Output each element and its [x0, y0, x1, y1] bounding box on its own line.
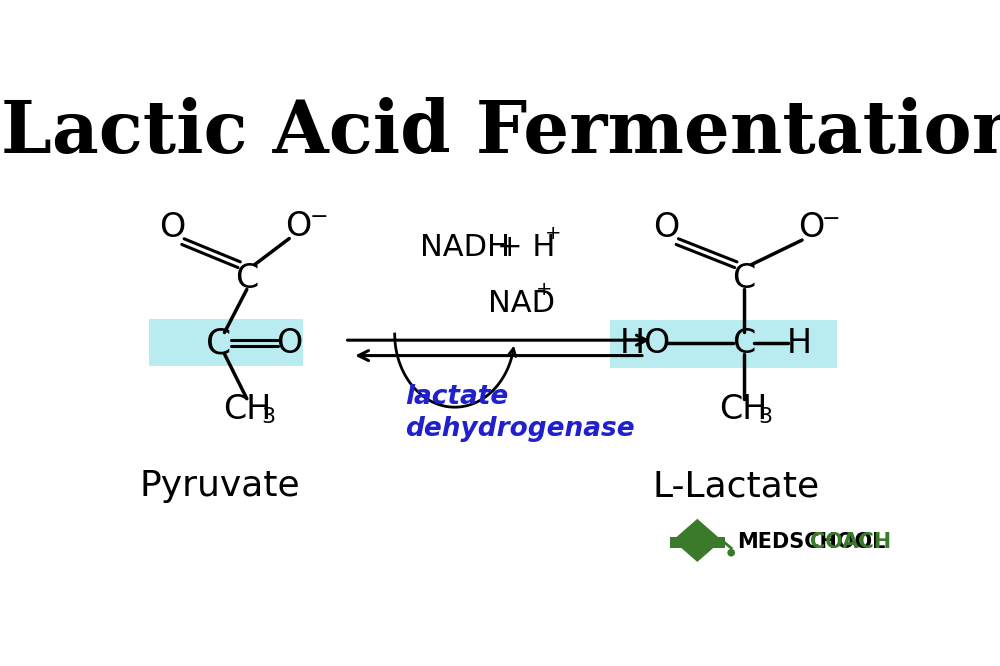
Text: NAD: NAD: [488, 289, 555, 318]
Text: CH: CH: [223, 393, 271, 426]
Text: + H: + H: [497, 233, 555, 262]
Polygon shape: [673, 519, 722, 562]
Bar: [670, 537, 725, 548]
Bar: [610, 320, 837, 368]
Text: MEDSCHOOL: MEDSCHOOL: [737, 532, 886, 552]
Text: O: O: [285, 210, 312, 242]
Text: O: O: [276, 327, 302, 360]
Text: −: −: [309, 207, 328, 227]
Text: C: C: [235, 262, 258, 295]
Text: 3: 3: [261, 407, 275, 427]
Text: C: C: [732, 262, 755, 295]
Text: COACH: COACH: [810, 532, 892, 552]
Text: C: C: [732, 327, 755, 360]
Text: O: O: [159, 211, 185, 244]
Text: Pyruvate: Pyruvate: [140, 470, 300, 503]
Bar: [149, 318, 303, 366]
Text: 3: 3: [758, 407, 772, 427]
Text: C: C: [206, 326, 231, 360]
Text: lactate
dehydrogenase: lactate dehydrogenase: [405, 384, 634, 442]
Text: H: H: [786, 327, 811, 360]
Text: Lactic Acid Fermentation: Lactic Acid Fermentation: [1, 97, 1000, 168]
Text: +: +: [536, 280, 552, 299]
Text: L-Lactate: L-Lactate: [652, 470, 819, 503]
Text: −: −: [822, 208, 841, 228]
Text: +: +: [545, 224, 561, 243]
Text: NADH: NADH: [420, 233, 510, 262]
Text: HO: HO: [619, 327, 671, 360]
Text: O: O: [798, 211, 824, 244]
Text: O: O: [653, 211, 680, 244]
Text: CH: CH: [719, 393, 768, 426]
Circle shape: [727, 549, 735, 557]
